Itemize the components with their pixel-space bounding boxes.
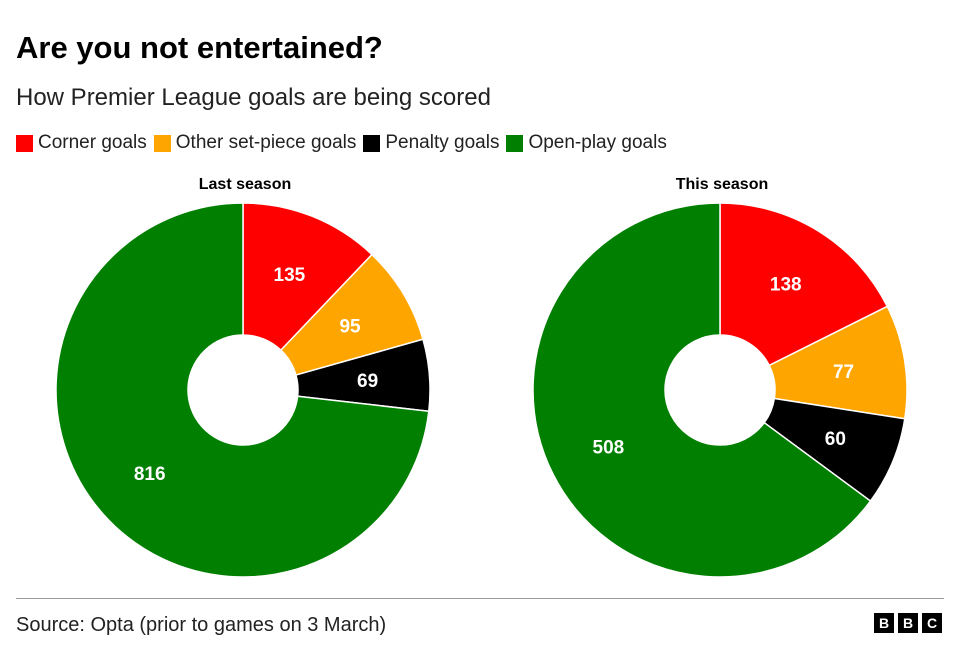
chart-title: Are you not entertained? (16, 30, 383, 65)
data-label: 138 (770, 275, 802, 296)
legend-swatch (506, 134, 524, 152)
data-label: 95 (339, 316, 361, 337)
chart-subtitle: How Premier League goals are being score… (16, 84, 491, 111)
legend-label: Corner goals (38, 132, 147, 153)
legend-item-open-play: Open-play goals (506, 132, 667, 154)
panel-title-this-season: This season (675, 176, 769, 193)
legend-item-penalty: Penalty goals (363, 132, 499, 154)
legend-swatch (16, 134, 33, 152)
data-label: 135 (274, 265, 306, 286)
data-label: 77 (833, 362, 854, 383)
panel-title-last-season: Last season (198, 176, 292, 193)
donut-slice-corner-goals (719, 202, 889, 367)
data-label: 60 (825, 429, 846, 450)
data-label: 816 (134, 464, 166, 485)
legend-label: Penalty goals (385, 132, 500, 153)
donut-slice-open-play-goals (55, 202, 430, 578)
legend-swatch (153, 134, 171, 152)
legend-label: Open-play goals (528, 132, 667, 153)
logo-letter: B (898, 613, 918, 633)
donut-slice-other-set-piece-goals (768, 305, 908, 420)
donut-slice-open-play-goals (532, 202, 872, 578)
donut-slice-corner-goals (242, 202, 373, 352)
legend-item-set-piece: Other set-piece goals (153, 132, 357, 154)
bbc-logo: B B C (874, 613, 942, 633)
logo-letter: C (922, 613, 942, 633)
data-label: 69 (357, 371, 378, 392)
legend-label: Other set-piece goals (175, 132, 357, 153)
legend-swatch (363, 134, 381, 152)
legend-item-corner: Corner goals (16, 132, 147, 154)
data-label: 508 (593, 437, 625, 458)
divider (16, 598, 944, 599)
logo-letter: B (874, 613, 894, 633)
legend: Corner goals Other set-piece goals Penal… (16, 132, 667, 154)
source-note: Source: Opta (prior to games on 3 March) (16, 614, 387, 636)
